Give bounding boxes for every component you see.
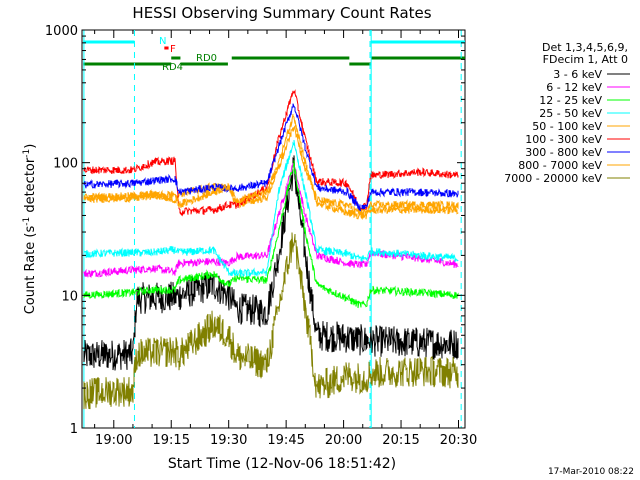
x-tick-label: 19:30: [210, 433, 247, 448]
y-axis-label-sup1: -1: [22, 217, 32, 226]
legend-entry-label: 100 - 300 keV: [525, 133, 602, 146]
state-bar-label: RD4: [162, 62, 183, 73]
x-tick-label: 20:30: [440, 433, 477, 448]
series-line: [83, 103, 459, 212]
plot-frame: [81, 29, 466, 429]
y-axis-ticks: 1 10 100 1000: [45, 24, 465, 437]
legend-header: Det 1,3,4,5,6,9,: [542, 41, 628, 54]
y-tick-label: 1: [70, 422, 78, 437]
legend: Det 1,3,4,5,6,9,FDecim 1, Att 0 3 - 6 keV…: [504, 41, 630, 185]
vertical-markers: [83, 30, 462, 428]
state-bars-group: NF RD0 RD4: [83, 36, 465, 73]
state-bar-label: N: [159, 36, 166, 47]
x-axis-label: Start Time (12-Nov-06 18:51:42): [168, 456, 396, 472]
x-tick-label: 20:15: [382, 433, 419, 448]
legend-entry-label: 25 - 50 keV: [539, 107, 602, 120]
series-line: [83, 139, 459, 278]
series-line: [83, 232, 459, 410]
x-tick-label: 19:15: [153, 433, 190, 448]
series-group: [83, 89, 459, 410]
legend-entry-label: 300 - 800 keV: [525, 146, 602, 159]
legend-entry-label: 12 - 25 keV: [539, 94, 602, 107]
legend-entry-label: 3 - 6 keV: [553, 68, 602, 81]
y-axis-label-mid: detector: [23, 157, 38, 217]
y-axis-label-main: Count Rate (s: [23, 226, 38, 315]
y-axis-label-end: ): [23, 144, 38, 149]
legend-entry-label: 6 - 12 keV: [546, 81, 602, 94]
series-line: [83, 124, 459, 221]
legend-entry-label: 800 - 7000 keV: [518, 159, 602, 172]
legend-entry-label: 7000 - 20000 keV: [504, 172, 602, 185]
x-tick-label: 19:00: [95, 433, 132, 448]
y-tick-label: 10: [61, 289, 78, 304]
legend-entry-label: 50 - 100 keV: [532, 120, 602, 133]
chart-title: HESSI Observing Summary Count Rates: [132, 4, 431, 22]
series-line: [83, 160, 459, 309]
y-tick-label: 1000: [45, 24, 78, 39]
y-axis-label: Count Rate (s-1 detector-1): [22, 144, 38, 315]
y-axis-label-sup2: -1: [22, 149, 32, 158]
x-tick-label: 20:00: [325, 433, 362, 448]
series-line: [83, 114, 459, 216]
footer-date: 17-Mar-2010 08:22: [548, 467, 634, 477]
legend-header: FDecim 1, Att 0: [543, 53, 628, 66]
x-axis-ticks: 19:00 19:15 19:30 19:45 20:00 20:15 20:30: [94, 30, 477, 448]
y-tick-label: 100: [53, 157, 78, 172]
series-line: [83, 155, 459, 371]
state-bar-label: F: [170, 44, 176, 55]
x-tick-label: 19:45: [267, 433, 304, 448]
state-bar-label: RD0: [196, 53, 217, 64]
